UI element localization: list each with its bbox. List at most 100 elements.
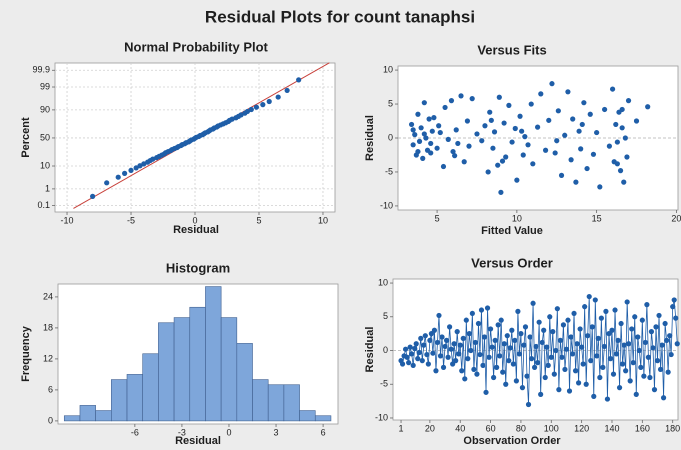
- x-tick-label: 5: [435, 213, 440, 223]
- data-point: [614, 161, 620, 167]
- histogram-bar: [158, 322, 175, 422]
- histogram-bar: [126, 374, 144, 422]
- data-point: [542, 147, 549, 153]
- data-point: [416, 349, 422, 356]
- x-tick-label: 40: [455, 423, 465, 433]
- data-point: [404, 354, 410, 360]
- data-point: [535, 360, 541, 366]
- y-axis-label: Residual: [364, 327, 376, 373]
- data-point: [665, 369, 671, 375]
- x-tick-label: 3: [274, 427, 279, 437]
- data-point: [624, 154, 630, 160]
- data-point: [456, 351, 462, 357]
- y-tick-label: 10: [40, 160, 50, 170]
- data-point: [492, 337, 498, 343]
- data-point: [670, 304, 676, 310]
- data-point: [597, 184, 603, 190]
- data-point: [633, 391, 639, 397]
- data-point: [575, 380, 582, 386]
- data-point: [434, 145, 440, 151]
- panel-title: Versus Order: [471, 255, 553, 270]
- data-point: [609, 327, 615, 333]
- data-point: [468, 347, 474, 354]
- data-point: [580, 361, 586, 367]
- data-point: [428, 140, 434, 147]
- data-point: [419, 358, 425, 364]
- data-point: [554, 138, 560, 144]
- data-point: [544, 344, 550, 350]
- data-point: [491, 129, 498, 135]
- data-point: [645, 354, 652, 360]
- data-point: [553, 347, 559, 354]
- data-point: [482, 123, 488, 129]
- data-point: [565, 317, 571, 323]
- data-point: [594, 353, 600, 359]
- data-point: [586, 293, 592, 300]
- data-point: [606, 331, 612, 337]
- data-point: [555, 108, 561, 114]
- data-point: [434, 339, 441, 346]
- x-tick-label: 180: [665, 423, 680, 433]
- x-tick-label: 0: [226, 427, 231, 437]
- data-point: [667, 333, 673, 339]
- data-point: [520, 152, 526, 158]
- data-point: [137, 163, 143, 169]
- data-point: [454, 329, 460, 335]
- data-point: [648, 329, 655, 335]
- data-point: [437, 129, 443, 136]
- data-point: [556, 387, 562, 393]
- data-point: [627, 378, 633, 384]
- data-point: [431, 115, 437, 121]
- data-point: [565, 89, 571, 95]
- data-point: [495, 162, 501, 168]
- data-point: [410, 127, 416, 133]
- data-point: [647, 374, 653, 381]
- data-point: [460, 335, 466, 341]
- data-point: [636, 347, 642, 354]
- data-point: [463, 317, 469, 323]
- data-point: [418, 125, 424, 131]
- panel: Normal Probability Plot Residual Percent -1…: [20, 39, 336, 236]
- y-tick-label: 10: [378, 277, 388, 287]
- histogram-bar: [220, 317, 238, 422]
- data-point: [588, 358, 594, 364]
- y-tick-label: -10: [380, 200, 393, 210]
- data-point: [621, 342, 627, 348]
- x-tick-label: 140: [604, 423, 619, 433]
- data-point: [542, 374, 548, 381]
- data-point: [530, 300, 536, 306]
- data-point: [557, 337, 563, 343]
- data-point: [533, 343, 539, 350]
- data-point: [418, 335, 424, 341]
- data-point: [644, 302, 650, 308]
- data-point: [538, 91, 544, 97]
- y-tick-label: -5: [385, 166, 393, 176]
- data-point: [452, 153, 458, 159]
- data-point: [668, 351, 674, 358]
- data-point: [474, 371, 480, 377]
- x-axis-label: Observation Order: [463, 435, 561, 447]
- data-point: [562, 366, 568, 373]
- data-point: [620, 361, 626, 367]
- histogram-bar: [173, 317, 191, 422]
- data-point: [598, 315, 604, 321]
- data-point: [585, 333, 591, 339]
- data-point: [260, 102, 266, 108]
- data-point: [469, 96, 475, 102]
- data-point: [421, 100, 427, 106]
- histogram-bar: [79, 405, 96, 422]
- data-point: [626, 341, 632, 347]
- data-point: [621, 179, 627, 185]
- data-point: [455, 140, 461, 147]
- data-point: [494, 364, 500, 370]
- y-tick-label: 6: [48, 384, 53, 394]
- data-point: [538, 391, 544, 397]
- data-point: [518, 331, 524, 337]
- data-point: [133, 165, 139, 171]
- data-point: [554, 306, 560, 312]
- x-tick-label: -10: [61, 215, 74, 225]
- data-point: [604, 396, 611, 402]
- data-point: [424, 351, 430, 358]
